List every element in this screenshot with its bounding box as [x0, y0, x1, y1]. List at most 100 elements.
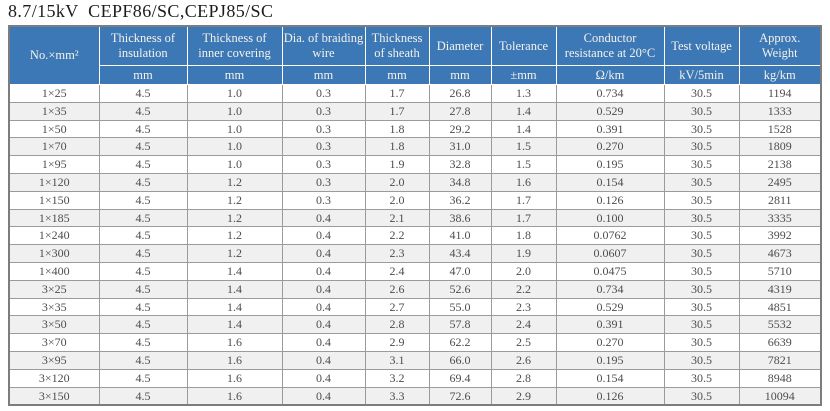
- table-cell: 2.9: [490, 386, 557, 406]
- column-header: Diameter: [428, 25, 492, 66]
- table-cell: 5710: [738, 261, 822, 281]
- table-cell: 2.2: [364, 226, 430, 246]
- table-cell: 2.5: [490, 333, 557, 352]
- table-cell: 2.3: [364, 244, 430, 263]
- table-cell: 52.6: [428, 279, 492, 299]
- table-body: 1×25 4.5 1.0 0.3 1.7 26.8 1.3 0.734 30.5 1194 1×35…: [8, 84, 822, 406]
- cable-spec-table: No.×mm² Thickness of insulation Thickness …: [8, 25, 822, 407]
- page-title: 8.7/15kV CEPF86/SC,CEPJ85/SC: [8, 1, 274, 21]
- table-cell: 30.5: [663, 190, 740, 210]
- column-header: Thickness of sheath: [364, 25, 430, 66]
- column-header: Test voltage: [663, 25, 740, 66]
- table-cell: 1.7: [490, 208, 557, 228]
- table-cell: 72.6: [428, 386, 492, 406]
- table-cell: 1×50: [8, 119, 100, 139]
- column-unit: mm: [428, 65, 492, 85]
- column-header: Approx. Weight: [738, 25, 822, 66]
- table-cell: 1×185: [8, 208, 100, 228]
- table-cell: 1×120: [8, 172, 100, 192]
- table-cell: 1528: [738, 119, 822, 139]
- table-row: 3×120 4.5 1.6 0.4 3.2 69.4 2.8 0.154 30.5 8948: [8, 368, 822, 388]
- table-cell: 0.126: [555, 386, 665, 406]
- table-cell: 3×70: [8, 333, 100, 352]
- table-cell: 10094: [738, 386, 822, 406]
- table-cell: 30.5: [663, 350, 740, 370]
- table-row: 1×70 4.5 1.0 0.3 1.8 31.0 1.5 0.270 30.5 1809: [8, 137, 822, 157]
- table-cell: 1.4: [490, 101, 557, 121]
- column-header: No.×mm²: [8, 25, 100, 85]
- table-cell: 0.4: [281, 226, 366, 246]
- table-cell: 0.3: [281, 190, 366, 210]
- table-cell: 0.529: [555, 101, 665, 121]
- table-cell: 4.5: [98, 101, 188, 121]
- table-cell: 4.5: [98, 333, 188, 352]
- table-row: 3×70 4.5 1.6 0.4 2.9 62.2 2.5 0.270 30.5 6639: [8, 333, 822, 352]
- table-cell: 0.3: [281, 155, 366, 174]
- column-header: Tolerance: [490, 25, 557, 66]
- table-cell: 1.7: [490, 190, 557, 210]
- table-cell: 0.126: [555, 190, 665, 210]
- table-cell: 1.5: [490, 155, 557, 174]
- table-cell: 32.8: [428, 155, 492, 174]
- table-cell: 1333: [738, 101, 822, 121]
- table-cell: 62.2: [428, 333, 492, 352]
- table-cell: 2.7: [364, 297, 430, 317]
- table-cell: 30.5: [663, 137, 740, 157]
- table-cell: 0.0475: [555, 261, 665, 281]
- table-cell: 2.0: [490, 261, 557, 281]
- table-cell: 30.5: [663, 155, 740, 174]
- column-header: Conductor resistance at 20°C: [555, 25, 665, 66]
- table-cell: 0.195: [555, 350, 665, 370]
- table-cell: 34.8: [428, 172, 492, 192]
- table-row: 3×150 4.5 1.6 0.4 3.3 72.6 2.9 0.126 30.5 10094: [8, 386, 822, 406]
- table-row: 1×25 4.5 1.0 0.3 1.7 26.8 1.3 0.734 30.5 1194: [8, 84, 822, 103]
- table-cell: 1×400: [8, 261, 100, 281]
- table-cell: 6639: [738, 333, 822, 352]
- table-cell: 1.0: [186, 155, 283, 174]
- column-header: Thickness of inner covering: [186, 25, 283, 66]
- table-cell: 2.8: [490, 368, 557, 388]
- table-cell: 57.8: [428, 315, 492, 335]
- column-unit: kV/5min: [663, 65, 740, 85]
- table-cell: 5532: [738, 315, 822, 335]
- table-cell: 0.154: [555, 368, 665, 388]
- table-cell: 31.0: [428, 137, 492, 157]
- table-cell: 30.5: [663, 172, 740, 192]
- table-cell: 4.5: [98, 386, 188, 406]
- table-cell: 30.5: [663, 226, 740, 246]
- table-cell: 3×120: [8, 368, 100, 388]
- table-cell: 30.5: [663, 119, 740, 139]
- table-cell: 0.4: [281, 350, 366, 370]
- table-cell: 41.0: [428, 226, 492, 246]
- table-cell: 29.2: [428, 119, 492, 139]
- table-cell: 1.2: [186, 226, 283, 246]
- table-cell: 0.4: [281, 261, 366, 281]
- table-cell: 69.4: [428, 368, 492, 388]
- table-cell: 4.5: [98, 368, 188, 388]
- column-unit: mm: [98, 65, 188, 85]
- table-cell: 2.0: [364, 190, 430, 210]
- table-cell: 0.4: [281, 244, 366, 263]
- column-unit: mm: [281, 65, 366, 85]
- column-unit: Ω/km: [555, 65, 665, 85]
- table-cell: 0.4: [281, 208, 366, 228]
- column-unit: mm: [364, 65, 430, 85]
- table-row: 3×50 4.5 1.4 0.4 2.8 57.8 2.4 0.391 30.5 5532: [8, 315, 822, 335]
- column-unit: kg/km: [738, 65, 822, 85]
- table-cell: 4.5: [98, 350, 188, 370]
- table-cell: 30.5: [663, 297, 740, 317]
- table-cell: 1.8: [490, 226, 557, 246]
- table-cell: 3.2: [364, 368, 430, 388]
- table-cell: 30.5: [663, 261, 740, 281]
- table-cell: 1.4: [186, 279, 283, 299]
- table-cell: 4673: [738, 244, 822, 263]
- table-cell: 2495: [738, 172, 822, 192]
- table-cell: 4.5: [98, 315, 188, 335]
- table-cell: 2.0: [364, 172, 430, 192]
- table-row: 1×95 4.5 1.0 0.3 1.9 32.8 1.5 0.195 30.5 2138: [8, 155, 822, 174]
- table-cell: 1809: [738, 137, 822, 157]
- table-cell: 3×35: [8, 297, 100, 317]
- table-cell: 0.100: [555, 208, 665, 228]
- table-cell: 1.8: [364, 119, 430, 139]
- table-cell: 0.4: [281, 315, 366, 335]
